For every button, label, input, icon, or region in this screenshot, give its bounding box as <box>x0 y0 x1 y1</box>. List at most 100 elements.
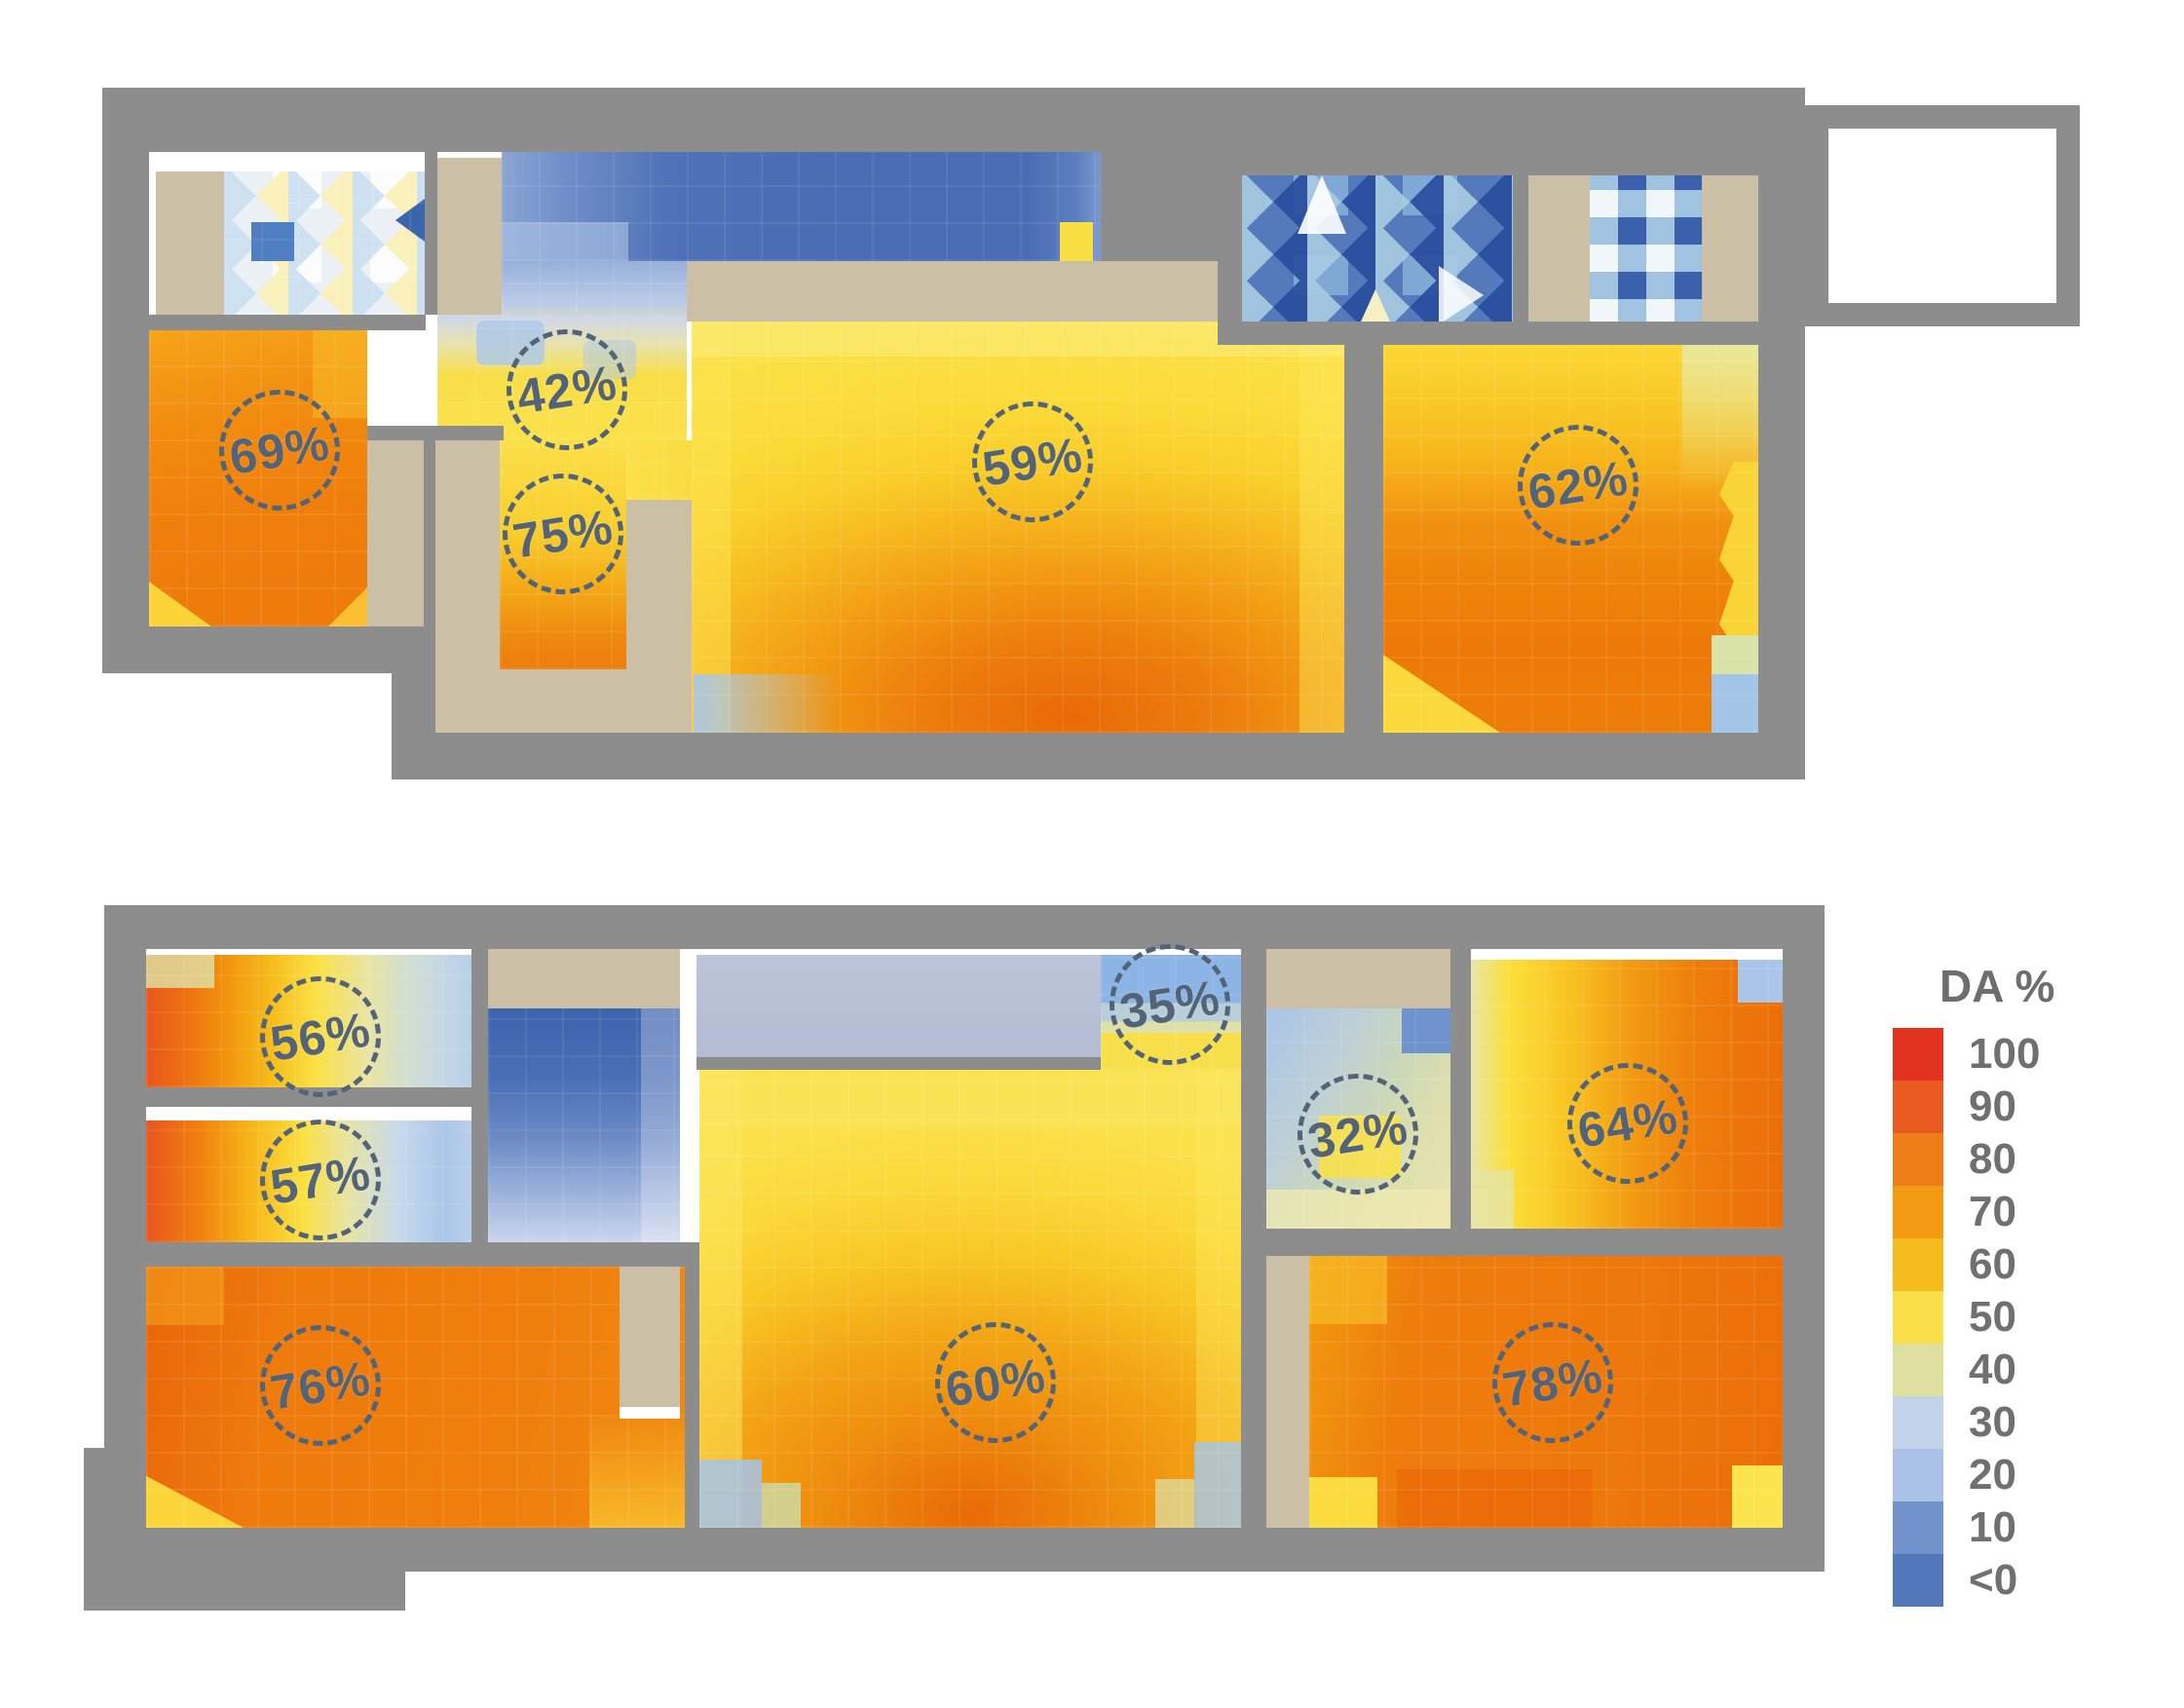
legend-label: 20 <box>1969 1451 2016 1499</box>
legend-swatch <box>1893 1396 1943 1449</box>
upper-room-right-heatmap <box>1383 345 1760 733</box>
floor-plan-upper: 69% 42% 75% 59% 62% <box>102 88 2080 779</box>
heat-cell-accent <box>692 322 731 733</box>
core-area <box>620 1254 680 1407</box>
wall-segment <box>425 152 437 315</box>
da-value-label: 75% <box>508 499 618 569</box>
core-area <box>367 440 424 626</box>
heat-cell-accent <box>251 222 294 261</box>
legend-entry: 20 <box>1893 1449 2146 1501</box>
heat-cell-accent <box>395 199 425 242</box>
wall-segment <box>1344 331 1383 733</box>
legend-label: 70 <box>1969 1188 2016 1235</box>
legend-swatch <box>1893 1186 1943 1238</box>
da-legend: DA % 100 90 80 70 60 50 40 30 20 10 <0 <box>1893 960 2146 1607</box>
wall-segment <box>104 905 146 1572</box>
wall-segment <box>1513 152 1528 332</box>
legend-title: DA % <box>1939 961 2055 1011</box>
upper-bath2-heatmap <box>1239 175 1513 332</box>
wall-segment <box>146 1087 472 1107</box>
heat-cell-accent <box>1194 1442 1241 1528</box>
legend-label: 10 <box>1969 1503 2016 1551</box>
core-area <box>626 500 692 669</box>
upper-entry-transition-heatmap <box>502 261 687 322</box>
wall-segment <box>146 1242 699 1267</box>
lower-room-right-heatmap <box>1309 1256 1783 1528</box>
heat-cell-accent <box>584 340 636 379</box>
core-area <box>1702 163 1760 332</box>
lower-bath-heatmap <box>1266 1008 1450 1229</box>
wall-segment <box>685 1252 699 1528</box>
lower-room-left-heatmap <box>146 1267 685 1528</box>
legend-label: 100 <box>1969 1030 2041 1078</box>
lower-stairs-heatmap <box>488 1008 680 1242</box>
wall-segment <box>84 1448 104 1572</box>
wall-segment <box>392 626 435 779</box>
heat-cell-accent <box>1471 1170 1514 1229</box>
wall-segment <box>1218 261 1242 322</box>
heat-cell-accent <box>476 321 545 365</box>
heat-cell-accent <box>641 1008 680 1242</box>
da-value-label: 59% <box>978 427 1087 497</box>
upper-neck-heatmap <box>626 440 692 500</box>
legend-label: 90 <box>1969 1082 2016 1130</box>
wall-segment <box>102 626 392 673</box>
legend-entry: 60 <box>1893 1238 2146 1291</box>
upper-closet-heatmap <box>500 440 626 669</box>
heat-cell-accent <box>146 1267 224 1325</box>
core-area <box>1528 163 1590 332</box>
legend-entry: 50 <box>1893 1291 2146 1344</box>
core-area <box>687 261 1218 322</box>
da-value-label: 78% <box>1498 1347 1607 1418</box>
legend-swatch <box>1893 1133 1943 1186</box>
wall-segment <box>102 88 1805 152</box>
heat-cell-accent <box>1439 266 1484 324</box>
heat-cell-accent <box>1298 175 1346 234</box>
heat-cell-accent <box>699 1070 1241 1128</box>
wall-segment <box>102 88 149 673</box>
upper-bath3-heatmap <box>1590 163 1702 332</box>
heat-cell-accent <box>1309 1256 1387 1324</box>
da-value-label: 64% <box>1573 1088 1682 1158</box>
upper-entry-heatmap <box>437 315 687 440</box>
upper-corridor-heatmap <box>502 152 1101 261</box>
wall-segment <box>102 315 426 330</box>
lower-balcony-edge-heatmap <box>1101 955 1241 1070</box>
legend-entry: 100 <box>1893 1028 2146 1081</box>
core-area <box>500 669 692 733</box>
core-area <box>1266 1256 1309 1528</box>
legend-entry: 10 <box>1893 1501 2146 1554</box>
heat-cell-accent <box>146 955 214 988</box>
heat-cell-accent <box>699 1070 742 1528</box>
heat-cell-accent <box>699 1460 762 1528</box>
da-value-label: 32% <box>1303 1099 1412 1169</box>
heat-cell-accent <box>589 1411 685 1528</box>
legend-entry: 70 <box>1893 1186 2146 1238</box>
heat-cell-accent <box>1712 674 1760 733</box>
heat-cell-accent <box>1299 322 1344 733</box>
legend-rows: 100 90 80 70 60 50 40 30 20 10 <0 <box>1893 1028 2146 1607</box>
upper-living-heatmap <box>692 322 1344 733</box>
heat-cell-accent <box>1319 1116 1401 1178</box>
legend-entry: 90 <box>1893 1081 2146 1133</box>
wall-segment <box>104 905 1825 949</box>
heat-cell-accent <box>313 330 367 418</box>
da-value-label: 42% <box>512 355 621 425</box>
legend-swatch <box>1893 1238 1943 1291</box>
wall-segment <box>1241 949 1266 1528</box>
upper-room-left-heatmap <box>149 330 367 626</box>
da-value-label: 69% <box>225 415 334 485</box>
core-area <box>1266 946 1450 1008</box>
heat-cell-accent <box>1402 1008 1450 1053</box>
heat-cell-accent <box>1383 655 1500 733</box>
wall-segment <box>367 426 504 440</box>
legend-entry: 80 <box>1893 1133 2146 1186</box>
legend-label: 50 <box>1969 1293 2016 1341</box>
legend-swatch <box>1893 1081 1943 1133</box>
core-area <box>435 440 500 733</box>
da-value-label: 60% <box>941 1347 1050 1418</box>
heat-cell-accent <box>1712 635 1760 674</box>
wall-segment <box>1266 1229 1783 1256</box>
legend-entry: 30 <box>1893 1396 2146 1449</box>
